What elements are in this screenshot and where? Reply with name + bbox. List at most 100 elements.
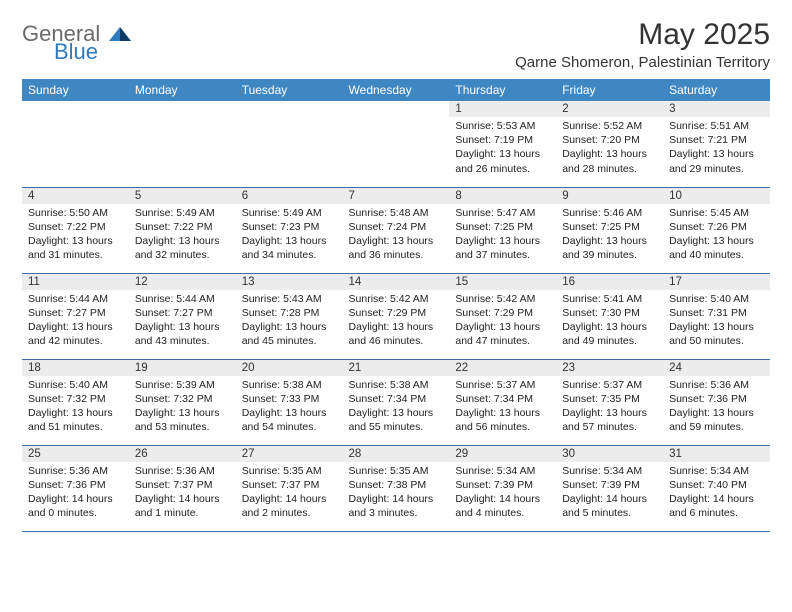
day-details: Sunrise: 5:40 AMSunset: 7:31 PMDaylight:…: [663, 290, 770, 353]
day-details: Sunrise: 5:37 AMSunset: 7:34 PMDaylight:…: [449, 376, 556, 439]
day-number: 16: [556, 274, 663, 290]
sunrise-text: Sunrise: 5:38 AM: [349, 378, 444, 392]
calendar-day-cell: [22, 101, 129, 187]
calendar-day-cell: 23Sunrise: 5:37 AMSunset: 7:35 PMDayligh…: [556, 359, 663, 445]
sunset-text: Sunset: 7:39 PM: [562, 478, 657, 492]
calendar-day-cell: 16Sunrise: 5:41 AMSunset: 7:30 PMDayligh…: [556, 273, 663, 359]
sunset-text: Sunset: 7:30 PM: [562, 306, 657, 320]
sunset-text: Sunset: 7:26 PM: [669, 220, 764, 234]
sunset-text: Sunset: 7:19 PM: [455, 133, 550, 147]
daylight-text: Daylight: 13 hours and 54 minutes.: [242, 406, 337, 434]
weekday-header: Monday: [129, 79, 236, 101]
day-details: Sunrise: 5:53 AMSunset: 7:19 PMDaylight:…: [449, 117, 556, 180]
sunset-text: Sunset: 7:21 PM: [669, 133, 764, 147]
sunrise-text: Sunrise: 5:50 AM: [28, 206, 123, 220]
sunset-text: Sunset: 7:23 PM: [242, 220, 337, 234]
sunset-text: Sunset: 7:29 PM: [455, 306, 550, 320]
calendar-day-cell: 14Sunrise: 5:42 AMSunset: 7:29 PMDayligh…: [343, 273, 450, 359]
day-number: 5: [129, 188, 236, 204]
daylight-text: Daylight: 14 hours and 5 minutes.: [562, 492, 657, 520]
sunset-text: Sunset: 7:32 PM: [28, 392, 123, 406]
sunrise-text: Sunrise: 5:35 AM: [349, 464, 444, 478]
daylight-text: Daylight: 13 hours and 57 minutes.: [562, 406, 657, 434]
day-number: 31: [663, 446, 770, 462]
day-details: Sunrise: 5:37 AMSunset: 7:35 PMDaylight:…: [556, 376, 663, 439]
brand-text: General Blue: [22, 24, 131, 62]
sunset-text: Sunset: 7:27 PM: [135, 306, 230, 320]
sunrise-text: Sunrise: 5:34 AM: [562, 464, 657, 478]
calendar-day-cell: 19Sunrise: 5:39 AMSunset: 7:32 PMDayligh…: [129, 359, 236, 445]
day-details: Sunrise: 5:46 AMSunset: 7:25 PMDaylight:…: [556, 204, 663, 267]
sunset-text: Sunset: 7:29 PM: [349, 306, 444, 320]
daylight-text: Daylight: 13 hours and 29 minutes.: [669, 147, 764, 175]
day-details: Sunrise: 5:34 AMSunset: 7:39 PMDaylight:…: [556, 462, 663, 525]
sunset-text: Sunset: 7:31 PM: [669, 306, 764, 320]
sunset-text: Sunset: 7:22 PM: [135, 220, 230, 234]
day-number: 8: [449, 188, 556, 204]
day-number: 12: [129, 274, 236, 290]
day-details: Sunrise: 5:41 AMSunset: 7:30 PMDaylight:…: [556, 290, 663, 353]
day-number: 14: [343, 274, 450, 290]
calendar-day-cell: 6Sunrise: 5:49 AMSunset: 7:23 PMDaylight…: [236, 187, 343, 273]
day-number: 24: [663, 360, 770, 376]
day-number: 26: [129, 446, 236, 462]
month-title: May 2025: [515, 18, 770, 52]
daylight-text: Daylight: 14 hours and 0 minutes.: [28, 492, 123, 520]
day-number: 1: [449, 101, 556, 117]
day-details: Sunrise: 5:36 AMSunset: 7:36 PMDaylight:…: [22, 462, 129, 525]
daylight-text: Daylight: 13 hours and 36 minutes.: [349, 234, 444, 262]
daylight-text: Daylight: 13 hours and 55 minutes.: [349, 406, 444, 434]
calendar-day-cell: [343, 101, 450, 187]
day-number: 30: [556, 446, 663, 462]
calendar-body: 1Sunrise: 5:53 AMSunset: 7:19 PMDaylight…: [22, 101, 770, 531]
title-block: May 2025 Qarne Shomeron, Palestinian Ter…: [515, 18, 770, 71]
day-details: Sunrise: 5:34 AMSunset: 7:40 PMDaylight:…: [663, 462, 770, 525]
day-number: 21: [343, 360, 450, 376]
calendar-day-cell: 10Sunrise: 5:45 AMSunset: 7:26 PMDayligh…: [663, 187, 770, 273]
day-number: 29: [449, 446, 556, 462]
sunset-text: Sunset: 7:27 PM: [28, 306, 123, 320]
calendar-week-row: 18Sunrise: 5:40 AMSunset: 7:32 PMDayligh…: [22, 359, 770, 445]
day-details: Sunrise: 5:47 AMSunset: 7:25 PMDaylight:…: [449, 204, 556, 267]
sunrise-text: Sunrise: 5:40 AM: [669, 292, 764, 306]
day-number: 23: [556, 360, 663, 376]
sunrise-text: Sunrise: 5:35 AM: [242, 464, 337, 478]
daylight-text: Daylight: 13 hours and 56 minutes.: [455, 406, 550, 434]
day-number: 17: [663, 274, 770, 290]
calendar-day-cell: 24Sunrise: 5:36 AMSunset: 7:36 PMDayligh…: [663, 359, 770, 445]
sunrise-text: Sunrise: 5:48 AM: [349, 206, 444, 220]
day-details: Sunrise: 5:51 AMSunset: 7:21 PMDaylight:…: [663, 117, 770, 180]
weekday-header: Thursday: [449, 79, 556, 101]
day-details: Sunrise: 5:36 AMSunset: 7:37 PMDaylight:…: [129, 462, 236, 525]
daylight-text: Daylight: 13 hours and 46 minutes.: [349, 320, 444, 348]
day-details: Sunrise: 5:48 AMSunset: 7:24 PMDaylight:…: [343, 204, 450, 267]
daylight-text: Daylight: 13 hours and 32 minutes.: [135, 234, 230, 262]
daylight-text: Daylight: 13 hours and 40 minutes.: [669, 234, 764, 262]
daylight-text: Daylight: 13 hours and 37 minutes.: [455, 234, 550, 262]
calendar-day-cell: 9Sunrise: 5:46 AMSunset: 7:25 PMDaylight…: [556, 187, 663, 273]
sunset-text: Sunset: 7:38 PM: [349, 478, 444, 492]
calendar-day-cell: 20Sunrise: 5:38 AMSunset: 7:33 PMDayligh…: [236, 359, 343, 445]
day-number: 15: [449, 274, 556, 290]
sunrise-text: Sunrise: 5:41 AM: [562, 292, 657, 306]
day-details: Sunrise: 5:35 AMSunset: 7:38 PMDaylight:…: [343, 462, 450, 525]
daylight-text: Daylight: 14 hours and 3 minutes.: [349, 492, 444, 520]
sunrise-text: Sunrise: 5:47 AM: [455, 206, 550, 220]
weekday-header: Friday: [556, 79, 663, 101]
day-details: Sunrise: 5:40 AMSunset: 7:32 PMDaylight:…: [22, 376, 129, 439]
sunrise-text: Sunrise: 5:45 AM: [669, 206, 764, 220]
sunset-text: Sunset: 7:37 PM: [242, 478, 337, 492]
daylight-text: Daylight: 13 hours and 47 minutes.: [455, 320, 550, 348]
day-number: 7: [343, 188, 450, 204]
sunrise-text: Sunrise: 5:46 AM: [562, 206, 657, 220]
day-details: Sunrise: 5:42 AMSunset: 7:29 PMDaylight:…: [343, 290, 450, 353]
day-details: Sunrise: 5:42 AMSunset: 7:29 PMDaylight:…: [449, 290, 556, 353]
sunrise-text: Sunrise: 5:36 AM: [28, 464, 123, 478]
day-number: 18: [22, 360, 129, 376]
calendar-day-cell: 15Sunrise: 5:42 AMSunset: 7:29 PMDayligh…: [449, 273, 556, 359]
location-text: Qarne Shomeron, Palestinian Territory: [515, 54, 770, 71]
calendar-page: General Blue May 2025 Qarne Shomeron, Pa…: [0, 0, 792, 550]
daylight-text: Daylight: 13 hours and 43 minutes.: [135, 320, 230, 348]
calendar-day-cell: 7Sunrise: 5:48 AMSunset: 7:24 PMDaylight…: [343, 187, 450, 273]
sunset-text: Sunset: 7:20 PM: [562, 133, 657, 147]
